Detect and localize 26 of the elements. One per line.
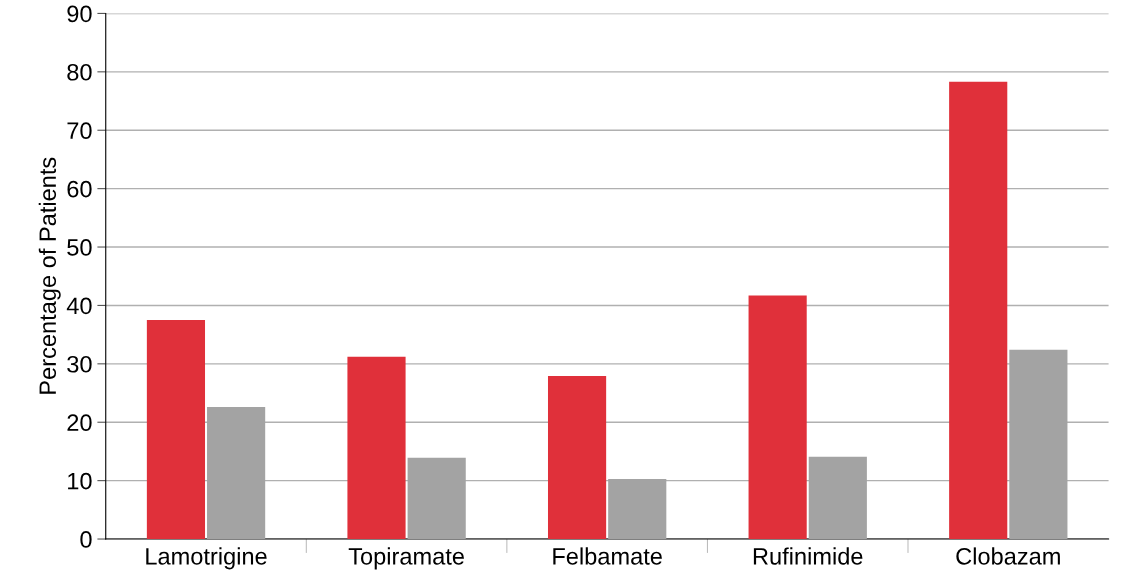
x-tick-label: Felbamate [553,547,662,565]
y-tick-label: 30 [67,355,92,373]
bar [347,356,406,540]
bar [146,320,206,540]
bar [808,456,867,540]
y-tick-label: 60 [67,180,92,198]
y-tick-label: 10 [68,472,92,490]
bar [207,407,266,540]
x-tick-label: Lamotrigine [146,547,267,570]
bar [608,478,667,540]
bar [547,376,607,540]
x-tick-label: Clobazam [956,547,1060,565]
y-axis-title: Percentage of Patients [38,157,61,394]
x-tick-label: Rufinimide [753,547,863,565]
y-tick-label: 80 [67,63,92,81]
y-tick-label: 50 [67,239,92,256]
y-tick-label: 40 [66,297,92,315]
bar [949,81,1008,540]
x-tick-label: Topiramate [348,547,464,570]
y-tick-label: 90 [67,5,92,23]
bar [1009,349,1068,540]
y-tick-label: 0 [80,531,92,548]
bar [407,457,466,540]
y-tick-label: 20 [67,414,92,432]
bar [748,295,807,540]
y-tick-label: 70 [67,122,92,140]
